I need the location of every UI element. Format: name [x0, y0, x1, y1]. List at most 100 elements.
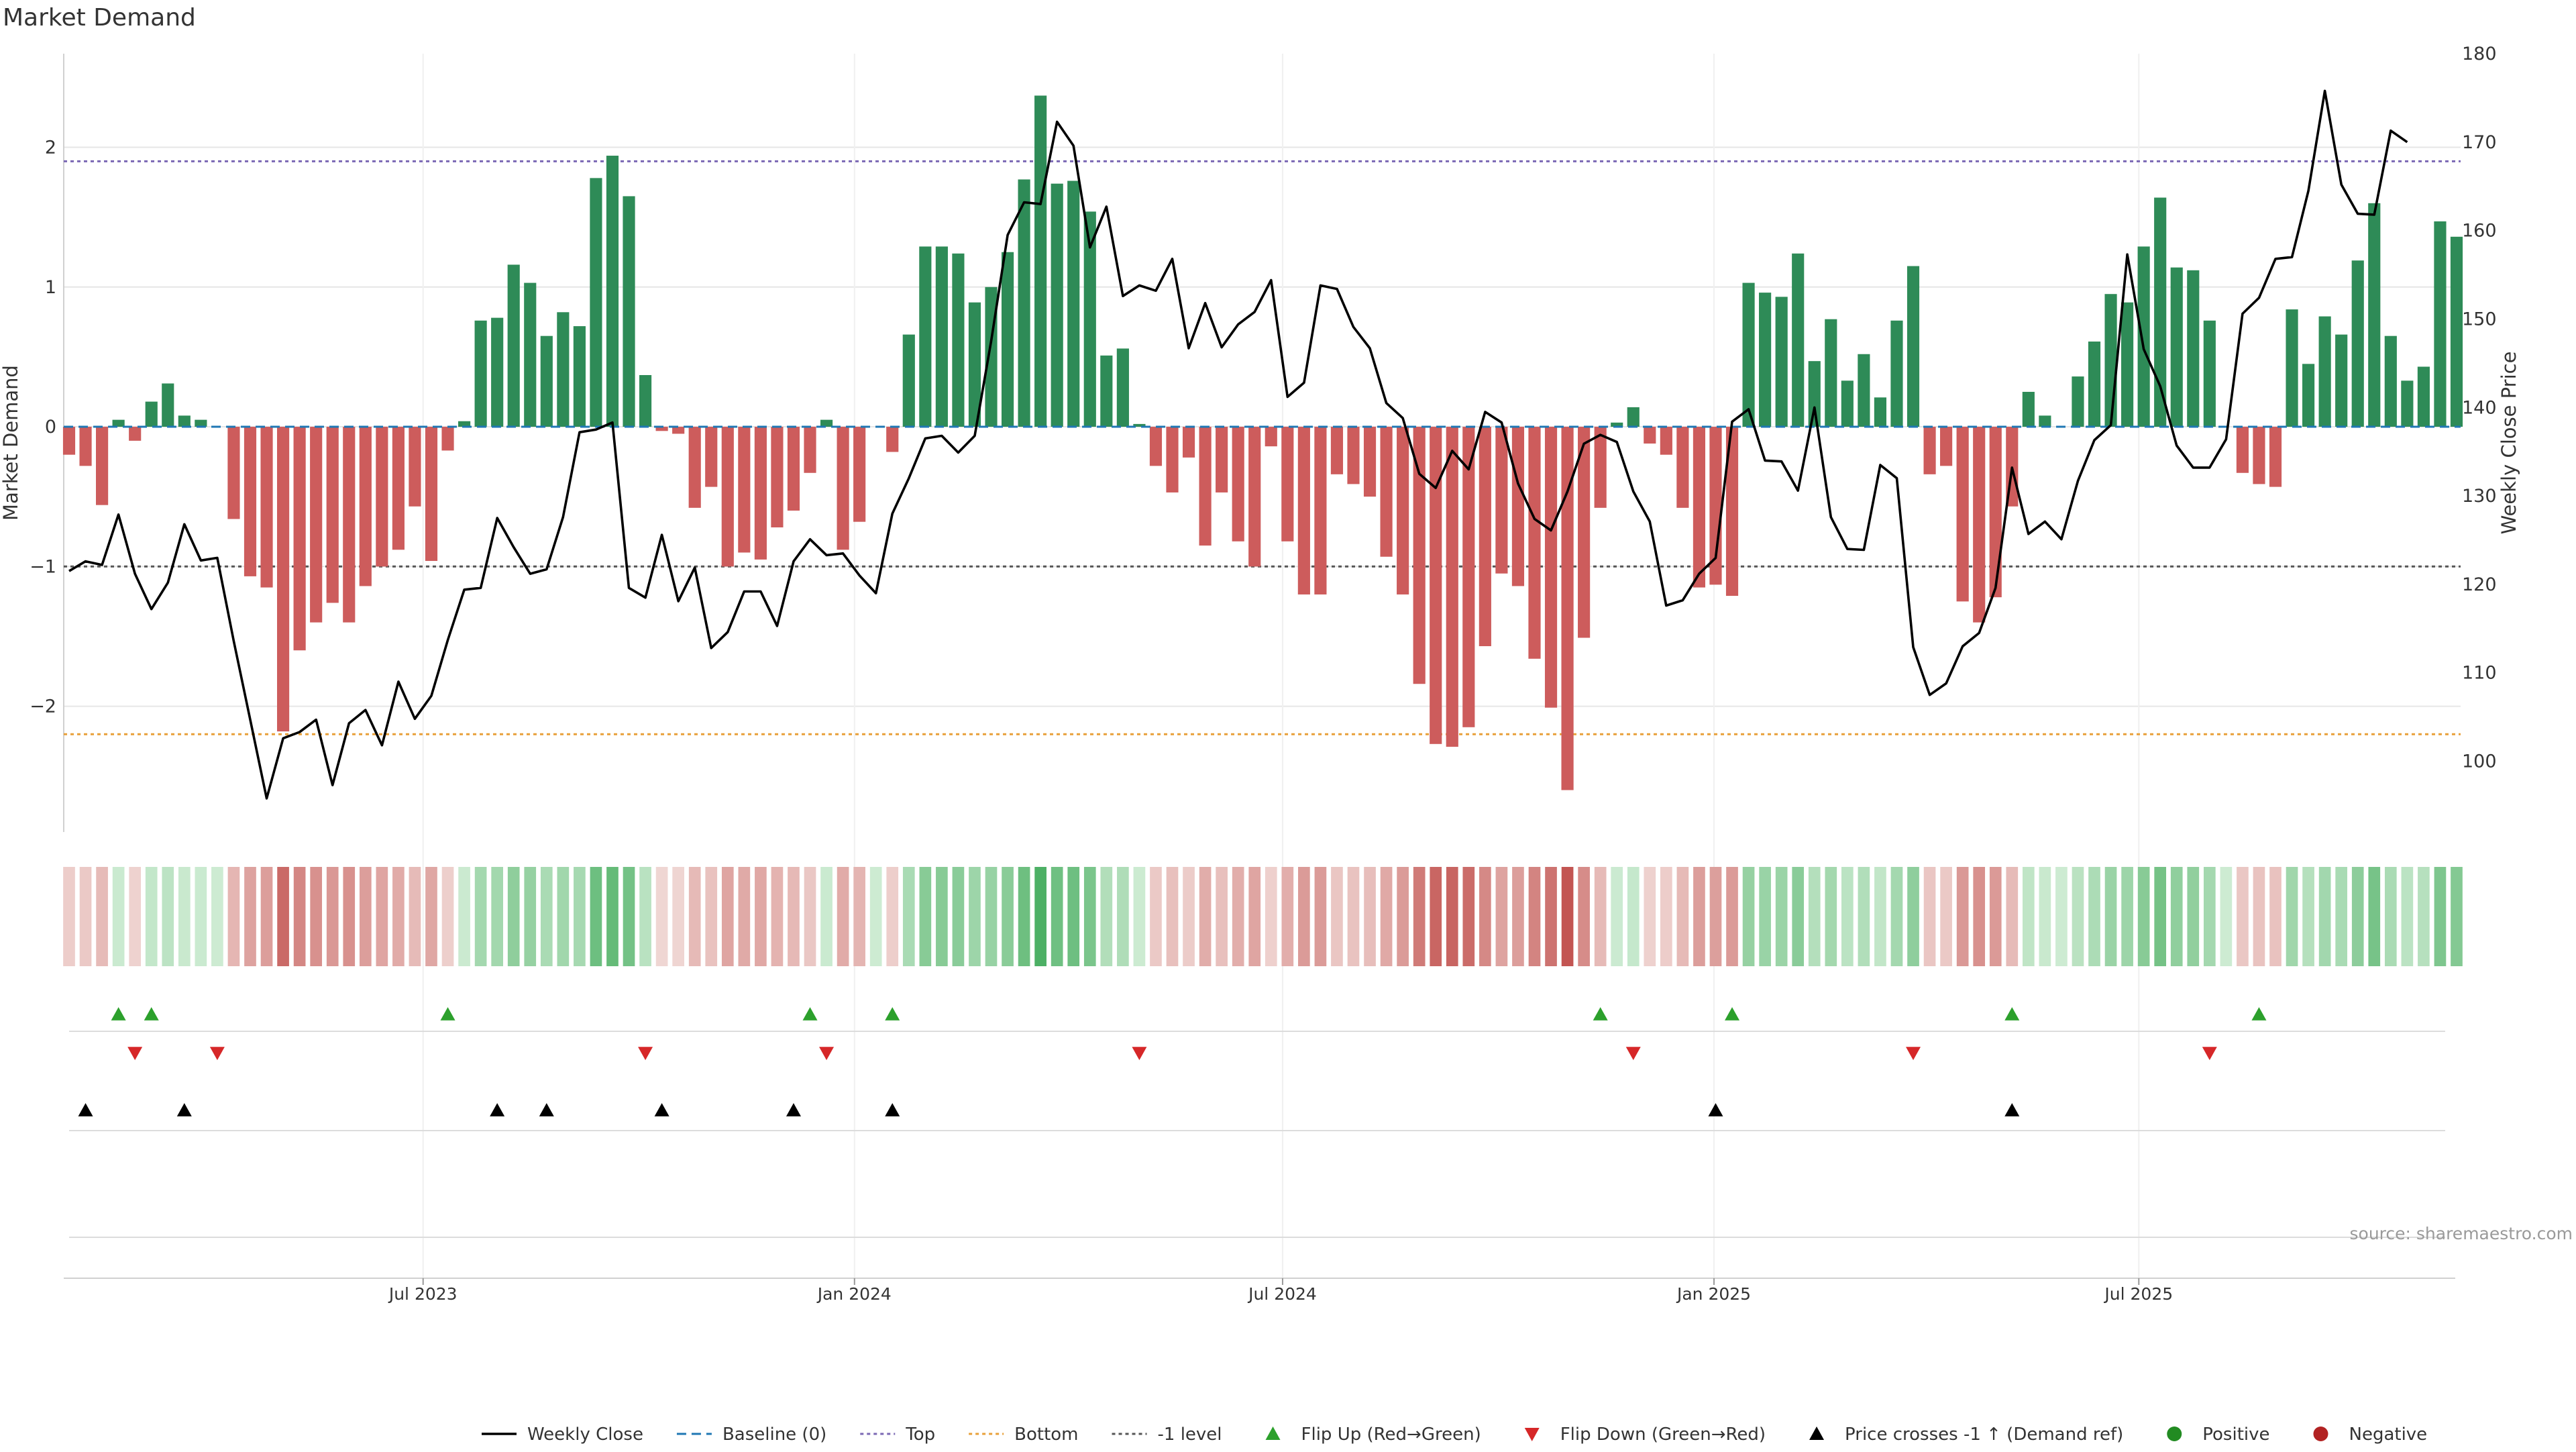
demand-bar [2434, 221, 2447, 427]
heat-cell [2022, 867, 2035, 966]
flip-up-marker [111, 1007, 126, 1021]
flip-down-marker [819, 1047, 835, 1060]
heat-cell [2401, 867, 2414, 966]
demand-bar [886, 427, 899, 452]
heat-cell [2253, 867, 2265, 966]
heat-cell [1430, 867, 1442, 966]
price-cross-marker [2004, 1103, 2020, 1117]
flip-up-marker [2251, 1007, 2267, 1021]
demand-bar [1001, 252, 1014, 427]
legend-swatch-triangle-up [1809, 1427, 1825, 1440]
heat-cell [755, 867, 767, 966]
demand-bar [1380, 427, 1393, 557]
heat-cell [1364, 867, 1376, 966]
demand-bar [1149, 427, 1163, 466]
price-cross-marker [786, 1103, 801, 1117]
source-note: source: sharemaestro.com [2350, 1224, 2573, 1243]
heat-cell [2368, 867, 2381, 966]
demand-bar [195, 419, 207, 427]
heat-cell [1858, 867, 1870, 966]
heat-cell [886, 867, 899, 966]
flip-down-marker [2202, 1047, 2217, 1060]
heat-cell [1759, 867, 1771, 966]
heat-cell [1117, 867, 1129, 966]
demand-bar [1973, 427, 1986, 623]
demand-bar [2384, 335, 2397, 427]
demand-bar [359, 427, 372, 586]
demand-bar [853, 427, 866, 522]
heat-cell [63, 867, 75, 966]
heat-cell [788, 867, 800, 966]
demand-bar [557, 312, 570, 427]
demand-bar [293, 427, 306, 651]
heat-cell [112, 867, 125, 966]
legend-swatch-triangle-down [1524, 1428, 1540, 1441]
x-tick-label: Jan 2025 [1676, 1284, 1751, 1304]
heat-cell [2220, 867, 2233, 966]
demand-bar [1561, 427, 1574, 790]
demand-bar [2121, 302, 2134, 427]
left-tick-label: −2 [30, 696, 56, 717]
heat-cell [639, 867, 651, 966]
heat-cell [837, 867, 849, 966]
left-tick-label: 0 [45, 417, 56, 437]
demand-bar [688, 427, 701, 508]
legend: Weekly Close Baseline (0) Top Bottom -1 leve… [482, 1424, 2427, 1445]
legend-swatch-circle [2167, 1427, 2182, 1441]
demand-bar [952, 253, 965, 427]
demand-bar [1281, 427, 1294, 541]
x-tick-label: Jul 2024 [1247, 1284, 1317, 1304]
demand-bar [162, 383, 174, 427]
heat-cell [2237, 867, 2249, 966]
flip-up-marker [2004, 1007, 2020, 1021]
demand-bar [2039, 415, 2051, 427]
demand-bar [2154, 197, 2167, 427]
flip-down-marker [1132, 1047, 1147, 1060]
demand-bar [1956, 427, 1969, 602]
demand-bar [1248, 427, 1261, 567]
demand-bar [129, 427, 142, 441]
heat-cell [2318, 867, 2331, 966]
flip-down-marker [209, 1047, 225, 1060]
legend-label: Price crosses -1 ↑ (Demand ref) [1845, 1424, 2123, 1445]
demand-bar [244, 427, 257, 576]
demand-bar [639, 374, 652, 427]
heat-cell [326, 867, 339, 966]
heat-cell [277, 867, 289, 966]
heat-cell [869, 867, 882, 966]
heat-cell [458, 867, 470, 966]
demand-bar [178, 415, 191, 427]
heat-cell [1528, 867, 1541, 966]
demand-bar [1397, 427, 1409, 594]
demand-bar [310, 427, 323, 623]
legend-label: Bottom [1014, 1424, 1078, 1445]
heat-cell [178, 867, 191, 966]
demand-bar [1462, 427, 1475, 727]
heat-cell [1512, 867, 1524, 966]
demand-bar [260, 427, 273, 588]
heat-cell [1067, 867, 1080, 966]
price-cross-marker [1708, 1103, 1723, 1117]
demand-bar [1430, 427, 1442, 744]
left-tick-label: −1 [30, 556, 56, 577]
heat-cell [1726, 867, 1738, 966]
heat-cell [1331, 867, 1343, 966]
heat-cell [1561, 867, 1574, 966]
demand-bar [1676, 427, 1689, 508]
price-cross-marker [885, 1103, 900, 1117]
heat-cell [540, 867, 553, 966]
demand-bar [1644, 427, 1656, 444]
demand-bar [1034, 95, 1047, 427]
heat-cell [441, 867, 454, 966]
heat-cell [162, 867, 174, 966]
heat-cell [1248, 867, 1261, 966]
demand-bar [2286, 309, 2298, 427]
heat-cell [606, 867, 619, 966]
demand-bar [837, 427, 849, 550]
demand-bar [1133, 423, 1146, 427]
heat-cell [1183, 867, 1195, 966]
demand-bar [1347, 427, 1360, 484]
demand-bar [1923, 427, 1936, 474]
heat-cell [1890, 867, 1903, 966]
heat-cell [1709, 867, 1722, 966]
